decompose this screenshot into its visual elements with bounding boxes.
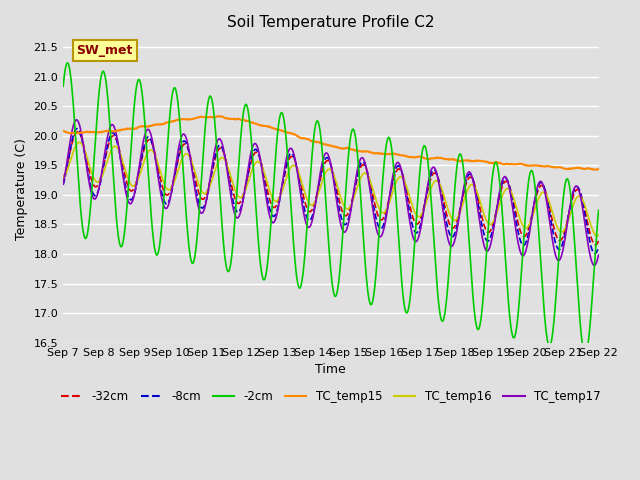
Title: Soil Temperature Profile C2: Soil Temperature Profile C2 <box>227 15 435 30</box>
-32cm <box>595 238 602 244</box>
-32cm <box>179 143 186 149</box>
-32cm <box>60 176 67 182</box>
TC_temp16 <box>179 155 186 161</box>
-32cm <box>484 229 492 235</box>
-8cm <box>531 195 539 201</box>
TC_temp15 <box>179 116 186 122</box>
Line: TC_temp15: TC_temp15 <box>63 116 598 170</box>
TC_temp16 <box>484 220 492 226</box>
-2cm <box>239 117 246 122</box>
TC_temp16 <box>76 139 83 145</box>
TC_temp16 <box>166 187 173 192</box>
-2cm <box>531 187 539 192</box>
-8cm <box>595 244 602 250</box>
-8cm <box>166 197 173 203</box>
-32cm <box>592 242 600 248</box>
Legend: -32cm, -8cm, -2cm, TC_temp15, TC_temp16, TC_temp17: -32cm, -8cm, -2cm, TC_temp15, TC_temp16,… <box>56 385 605 408</box>
TC_temp15 <box>215 113 223 119</box>
TC_temp16 <box>593 233 601 239</box>
TC_temp17 <box>531 193 539 199</box>
Line: -32cm: -32cm <box>63 132 598 245</box>
TC_temp16 <box>239 193 246 199</box>
Line: TC_temp17: TC_temp17 <box>63 120 598 265</box>
-8cm <box>414 228 422 234</box>
-32cm <box>414 221 422 227</box>
Line: TC_temp16: TC_temp16 <box>63 142 598 236</box>
X-axis label: Time: Time <box>316 363 346 376</box>
-8cm <box>484 238 492 244</box>
TC_temp16 <box>414 214 422 219</box>
-8cm <box>239 200 246 205</box>
TC_temp16 <box>531 205 539 211</box>
TC_temp16 <box>60 175 67 180</box>
-2cm <box>595 207 602 213</box>
TC_temp17 <box>595 252 602 258</box>
-2cm <box>166 115 173 121</box>
-32cm <box>239 194 246 200</box>
TC_temp15 <box>592 167 600 173</box>
-8cm <box>60 182 67 188</box>
TC_temp17 <box>591 263 598 268</box>
-8cm <box>179 139 186 145</box>
TC_temp17 <box>179 132 186 138</box>
TC_temp15 <box>484 159 492 165</box>
TC_temp15 <box>414 154 422 160</box>
-2cm <box>60 83 67 89</box>
-2cm <box>414 190 422 195</box>
TC_temp17 <box>73 117 81 123</box>
-2cm <box>64 60 72 66</box>
TC_temp17 <box>60 181 67 187</box>
TC_temp17 <box>484 248 492 253</box>
Y-axis label: Temperature (C): Temperature (C) <box>15 138 28 240</box>
-2cm <box>484 227 492 232</box>
Line: -2cm: -2cm <box>63 63 598 354</box>
-2cm <box>581 351 589 357</box>
TC_temp17 <box>166 198 173 204</box>
TC_temp15 <box>239 117 246 122</box>
TC_temp17 <box>414 236 422 241</box>
TC_temp16 <box>595 232 602 238</box>
TC_temp15 <box>531 162 539 168</box>
Text: SW_met: SW_met <box>77 44 133 57</box>
-32cm <box>166 190 173 196</box>
-2cm <box>179 158 186 164</box>
-32cm <box>531 197 539 203</box>
TC_temp15 <box>60 128 67 134</box>
-8cm <box>591 251 598 256</box>
TC_temp15 <box>165 119 173 125</box>
-8cm <box>73 126 81 132</box>
-32cm <box>74 129 81 134</box>
Line: -8cm: -8cm <box>63 129 598 253</box>
TC_temp17 <box>239 201 246 206</box>
TC_temp15 <box>595 166 602 172</box>
